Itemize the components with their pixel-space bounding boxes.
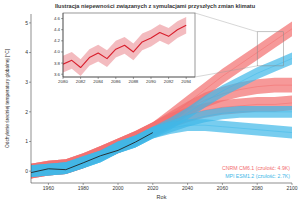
chart-1: 2080 2082 2084 2086 2088 2090 2092 2094 3.6 3.8 4.… (54, 13, 195, 84)
uncertainty-band (31, 96, 292, 179)
observation-line (31, 133, 153, 173)
zoom-connector (195, 13, 257, 32)
background (0, 0, 300, 206)
y-tick-label: 4.6 (54, 16, 61, 21)
legend-entry: CNRM CM6.1 (czułość: 4.9K) (222, 165, 290, 171)
y-tick-label: 3.8 (54, 61, 61, 66)
y-tick (61, 29, 63, 30)
y-tick-label: 4.2 (54, 38, 61, 43)
x-tick-label: 2020 (147, 185, 158, 191)
y-tick (61, 40, 63, 41)
y-tick-label: 4.0 (54, 49, 61, 54)
x-tick-label: 2100 (286, 185, 297, 191)
y-tick (29, 82, 31, 83)
y-axis-line (31, 14, 32, 183)
x-tick-label: 2060 (217, 185, 228, 191)
x-tick-label: 2082 (76, 79, 86, 84)
plot-area (63, 13, 195, 77)
x-tick-label: 1960 (43, 185, 54, 191)
zoom-box (257, 32, 283, 66)
uncertainty-band (63, 17, 186, 76)
data-group (63, 17, 186, 76)
legend: CNRM CM6.1 (czułość: 4.9K) MPI ESM1.2 (cz… (222, 165, 290, 179)
y-tick-label: 2 (25, 109, 28, 115)
chart-root: 1960 1980 2000 2020 2040 2060 2080 2100 0 1 2 3 4 5 Ro… (0, 0, 300, 206)
y-tick (29, 171, 31, 172)
y-tick (29, 22, 31, 23)
y-axis-label: Odchylenie średniej temperatury globalne… (5, 49, 10, 148)
x-tick-label: 2084 (93, 79, 103, 84)
x-tick-label: 2088 (129, 79, 139, 84)
x-axis-line (63, 77, 195, 78)
y-tick (61, 74, 63, 75)
x-tick-label: 2080 (252, 185, 263, 191)
y-tick (29, 52, 31, 53)
uncertainty-band (31, 119, 292, 177)
x-tick-label: 2040 (182, 185, 193, 191)
y-tick-label: 4 (25, 49, 28, 55)
plot-area (31, 14, 292, 183)
y-tick (61, 63, 63, 64)
x-tick-label: 2090 (146, 79, 156, 84)
y-tick-label: 4.4 (54, 27, 61, 32)
y-tick-label: 5 (25, 20, 28, 26)
legend-entry: MPI ESM1.2 (czułość: 2.7K) (225, 173, 290, 179)
y-tick (29, 111, 31, 112)
chart-0: 1960 1980 2000 2020 2040 2060 2080 2100 0 1 2 3 4 5 Ro… (5, 14, 298, 200)
y-tick (61, 18, 63, 19)
x-tick-label: 1980 (78, 185, 89, 191)
mean-line (31, 125, 292, 171)
x-tick-label: 2092 (164, 79, 174, 84)
x-tick-label: 2080 (58, 79, 68, 84)
y-tick-label: 1 (25, 138, 28, 144)
uncertainty-band (31, 78, 292, 179)
x-tick-label: 2086 (111, 79, 121, 84)
y-tick-label: 3.6 (54, 72, 61, 77)
y-tick-label: 0 (25, 168, 28, 174)
x-axis-label: Rok (157, 194, 167, 200)
zoom-connector (195, 66, 257, 77)
y-tick (61, 51, 63, 52)
x-tick-label: 2000 (112, 185, 123, 191)
mean-line (63, 25, 186, 67)
y-tick-label: 3 (25, 79, 28, 85)
x-tick-label: 2094 (181, 79, 191, 84)
y-axis-line (63, 13, 64, 77)
uncertainty-band (31, 106, 292, 177)
x-axis-line (31, 183, 292, 184)
y-tick (29, 141, 31, 142)
chart-title: Ilustracja niepewności związanych z symu… (55, 3, 256, 9)
